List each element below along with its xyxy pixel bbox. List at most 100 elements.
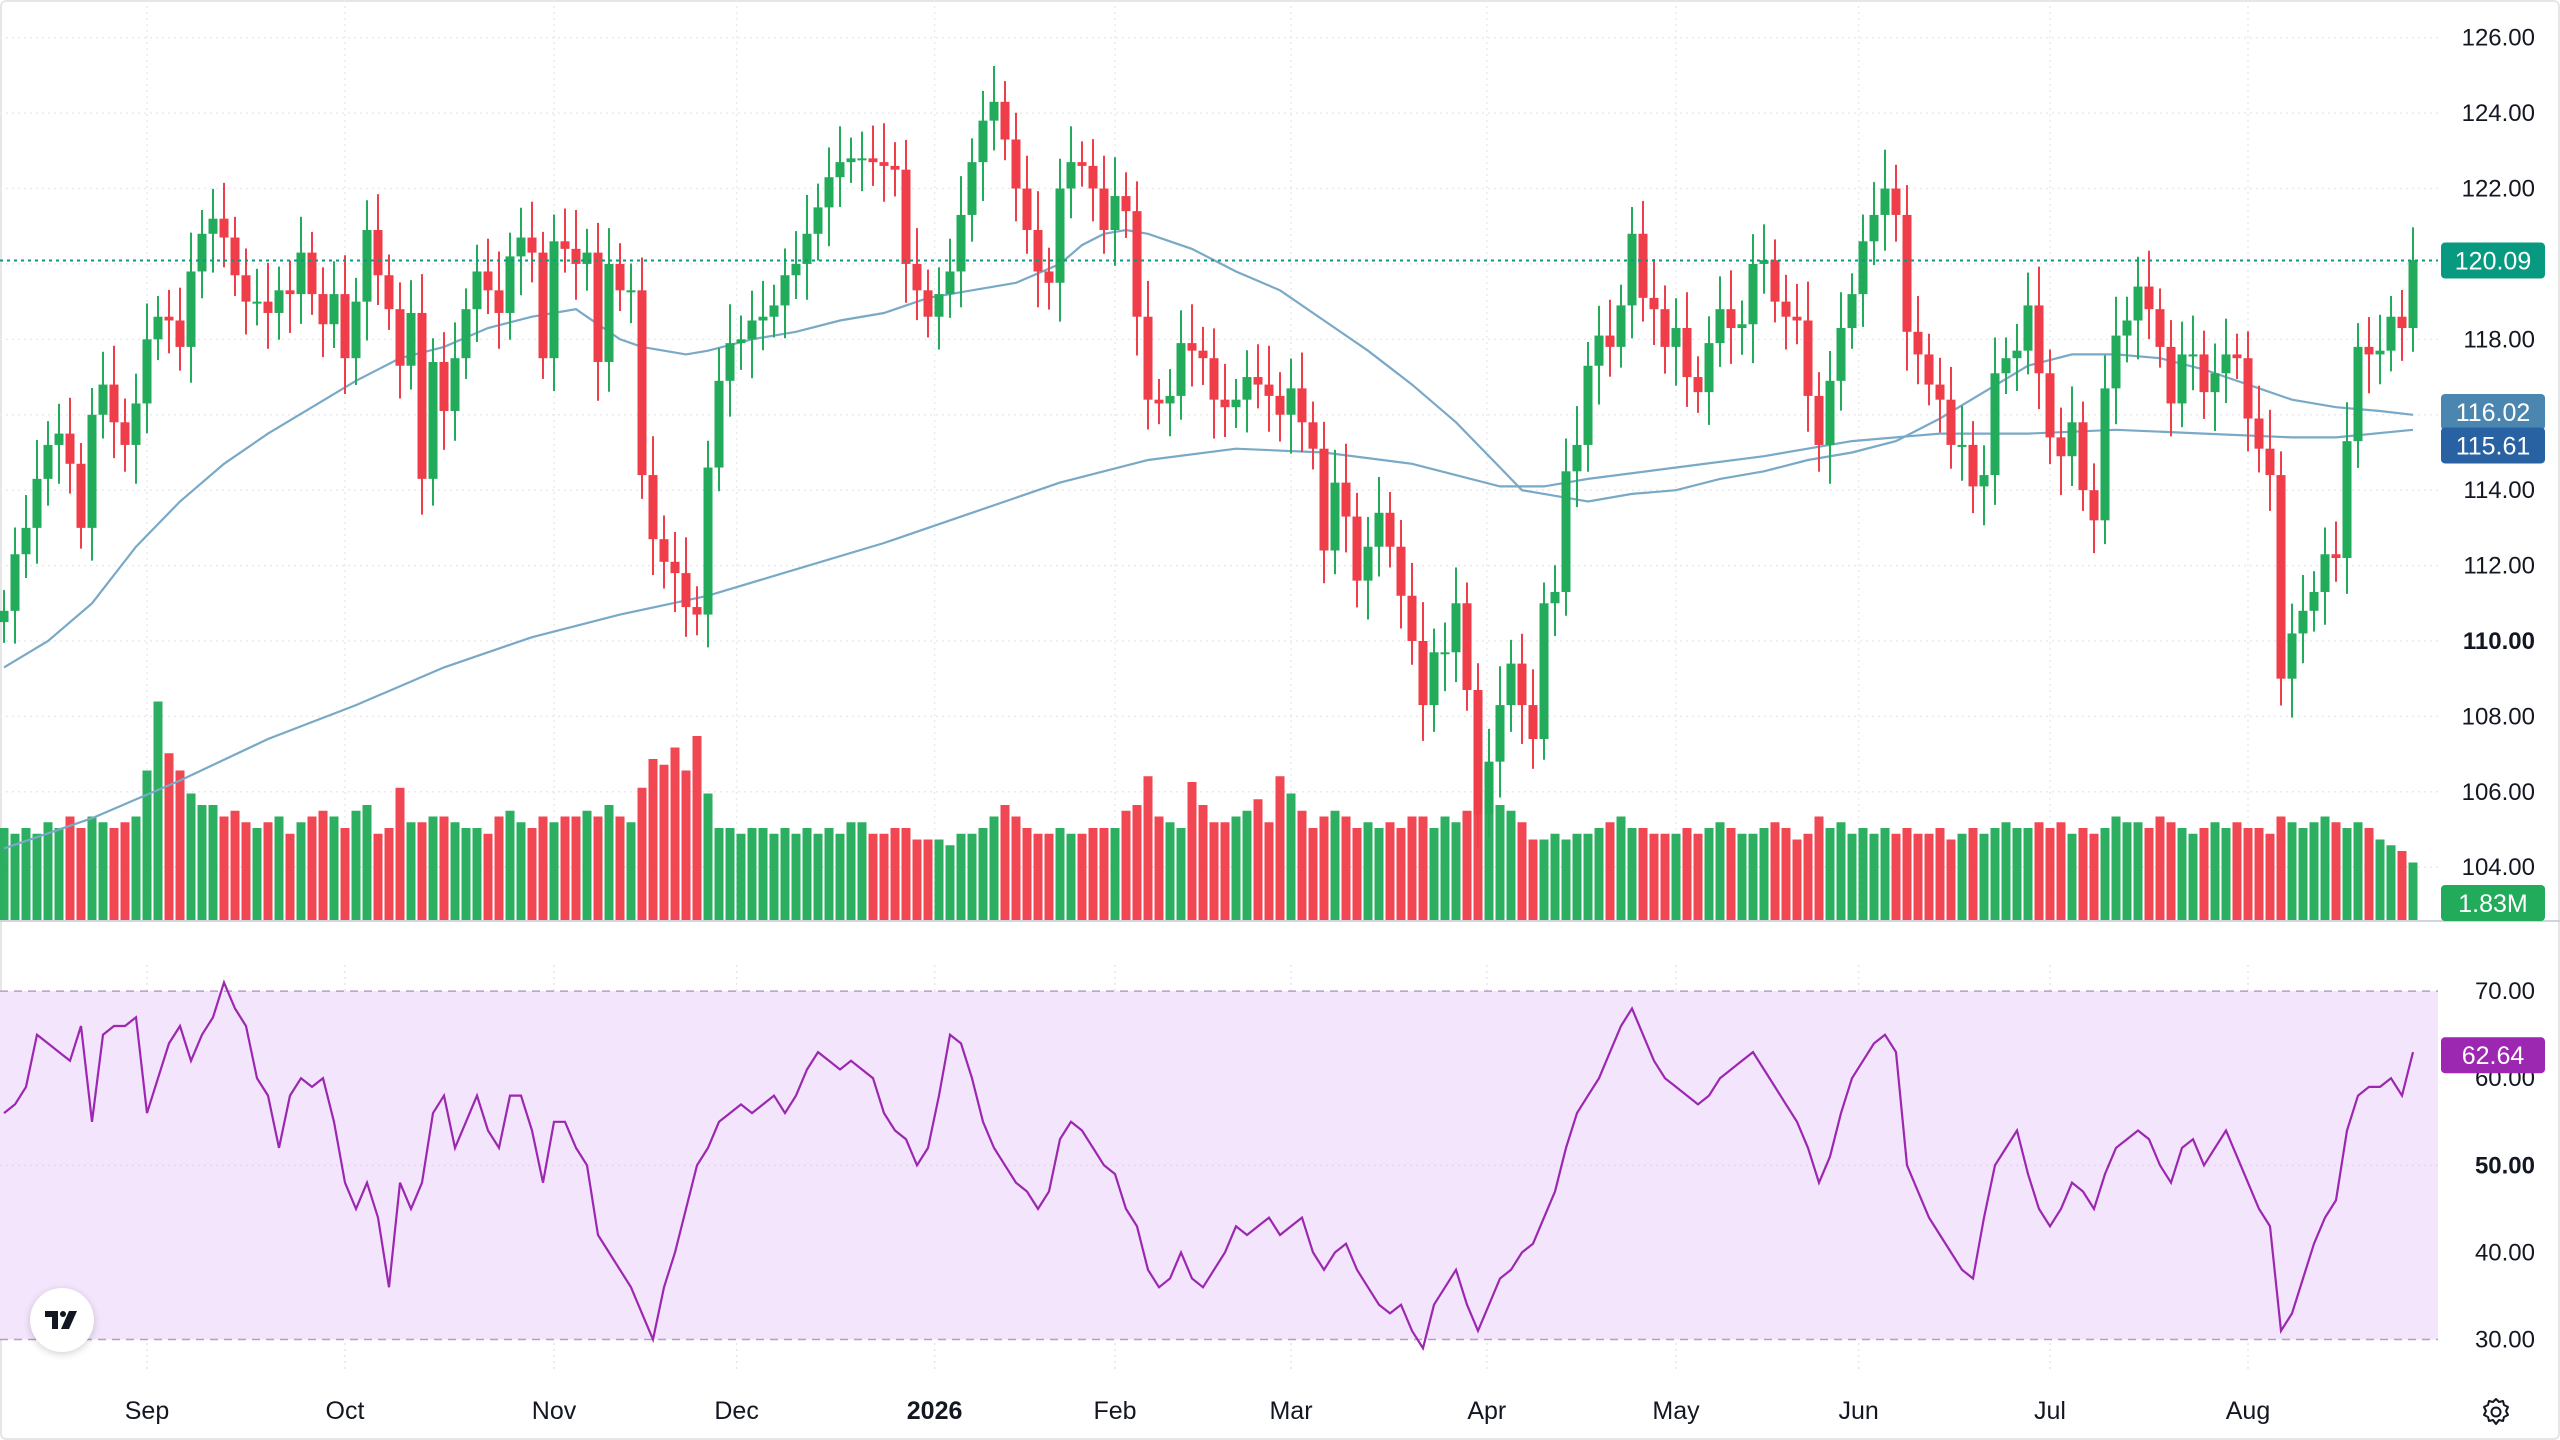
candle-body[interactable] <box>538 252 548 359</box>
candle-body[interactable] <box>2331 554 2341 559</box>
candle-body[interactable] <box>329 294 339 325</box>
candle-body[interactable] <box>351 301 361 359</box>
candle-body[interactable] <box>1418 640 1428 706</box>
candle-body[interactable] <box>417 312 427 479</box>
candle-body[interactable] <box>1792 316 1802 321</box>
candle-body[interactable] <box>725 343 735 381</box>
candle-body[interactable] <box>1979 475 1989 487</box>
candle-body[interactable] <box>450 358 460 411</box>
candle-body[interactable] <box>1110 196 1120 230</box>
candle-body[interactable] <box>670 561 680 574</box>
candle-body[interactable] <box>1957 444 1967 447</box>
candle-body[interactable] <box>439 361 449 411</box>
candle-body[interactable] <box>1605 335 1615 347</box>
candle-body[interactable] <box>1627 233 1637 306</box>
candle-body[interactable] <box>1209 358 1219 400</box>
candle-body[interactable] <box>780 275 790 306</box>
candle-body[interactable] <box>978 120 988 163</box>
rsi-pane[interactable] <box>0 979 2438 1351</box>
candle-body[interactable] <box>2144 286 2154 310</box>
candle-body[interactable] <box>1396 546 1406 596</box>
candle-body[interactable] <box>912 263 922 291</box>
candle-body[interactable] <box>2089 490 2099 521</box>
candle-body[interactable] <box>1231 399 1241 408</box>
candle-body[interactable] <box>615 263 625 291</box>
candle-body[interactable] <box>241 275 251 302</box>
candle-body[interactable] <box>1154 399 1164 404</box>
candle-body[interactable] <box>1495 705 1505 762</box>
candle-body[interactable] <box>1759 260 1769 264</box>
candle-body[interactable] <box>1000 101 1010 140</box>
candle-body[interactable] <box>2122 320 2132 336</box>
candle-body[interactable] <box>879 162 889 166</box>
candle-body[interactable] <box>1033 230 1043 272</box>
candle-body[interactable] <box>1198 350 1208 359</box>
candle-body[interactable] <box>791 263 801 276</box>
tradingview-logo-icon[interactable] <box>30 1288 94 1352</box>
candle-body[interactable] <box>1319 448 1329 551</box>
candle-body[interactable] <box>1616 305 1626 347</box>
candle-body[interactable] <box>1176 343 1186 396</box>
candle-body[interactable] <box>2309 591 2319 611</box>
candle-body[interactable] <box>1968 444 1978 487</box>
candle-body[interactable] <box>923 290 933 317</box>
candle-body[interactable] <box>32 478 42 528</box>
candle-body[interactable] <box>1363 546 1373 581</box>
candle-body[interactable] <box>2210 373 2220 393</box>
candle-body[interactable] <box>890 165 900 170</box>
candle-body[interactable] <box>2133 286 2143 321</box>
candle-body[interactable] <box>802 233 812 264</box>
candle-body[interactable] <box>2320 554 2330 592</box>
candle-body[interactable] <box>1825 380 1835 445</box>
candle-body[interactable] <box>1297 388 1307 423</box>
candle-body[interactable] <box>142 339 152 404</box>
candle-body[interactable] <box>2265 448 2275 476</box>
candle-body[interactable] <box>2100 388 2110 521</box>
candle-body[interactable] <box>1660 309 1670 347</box>
candle-body[interactable] <box>2364 346 2374 355</box>
candle-body[interactable] <box>1352 516 1362 581</box>
candle-body[interactable] <box>1220 399 1230 408</box>
candle-body[interactable] <box>758 316 768 321</box>
candle-body[interactable] <box>274 290 284 313</box>
candle-body[interactable] <box>1385 512 1395 547</box>
candle-body[interactable] <box>2287 633 2297 679</box>
candle-body[interactable] <box>2232 354 2242 359</box>
candle-body[interactable] <box>2342 441 2352 559</box>
candle-body[interactable] <box>98 384 108 415</box>
candle-body[interactable] <box>2375 350 2385 355</box>
candle-body[interactable] <box>692 607 702 615</box>
candle-body[interactable] <box>2243 358 2253 419</box>
candle-body[interactable] <box>54 433 64 445</box>
candle-body[interactable] <box>1671 328 1681 347</box>
candle-body[interactable] <box>10 554 20 611</box>
candle-body[interactable] <box>527 237 537 253</box>
candle-body[interactable] <box>263 301 273 313</box>
candle-body[interactable] <box>1638 233 1648 298</box>
candle-body[interactable] <box>1770 260 1780 302</box>
candle-body[interactable] <box>2034 305 2044 374</box>
candle-body[interactable] <box>868 158 878 163</box>
candle-body[interactable] <box>1814 395 1824 445</box>
candle-body[interactable] <box>549 241 559 359</box>
candle-body[interactable] <box>582 252 592 264</box>
candle-body[interactable] <box>747 320 757 340</box>
candle-body[interactable] <box>2078 422 2088 491</box>
candle-body[interactable] <box>659 539 669 562</box>
candle-body[interactable] <box>2199 354 2209 393</box>
candle-body[interactable] <box>1275 395 1285 415</box>
candle-body[interactable] <box>76 463 86 528</box>
candle-body[interactable] <box>1374 512 1384 547</box>
candle-body[interactable] <box>681 573 691 608</box>
candle-body[interactable] <box>230 237 240 276</box>
candle-body[interactable] <box>2056 437 2066 457</box>
candle-body[interactable] <box>307 252 317 295</box>
candle-body[interactable] <box>1935 384 1945 400</box>
candle-body[interactable] <box>956 214 966 272</box>
candle-body[interactable] <box>1099 188 1109 230</box>
candle-body[interactable] <box>1022 188 1032 230</box>
candle-body[interactable] <box>186 271 196 347</box>
candle-body[interactable] <box>65 433 75 464</box>
candle-body[interactable] <box>2177 354 2187 404</box>
candle-body[interactable] <box>901 169 911 264</box>
